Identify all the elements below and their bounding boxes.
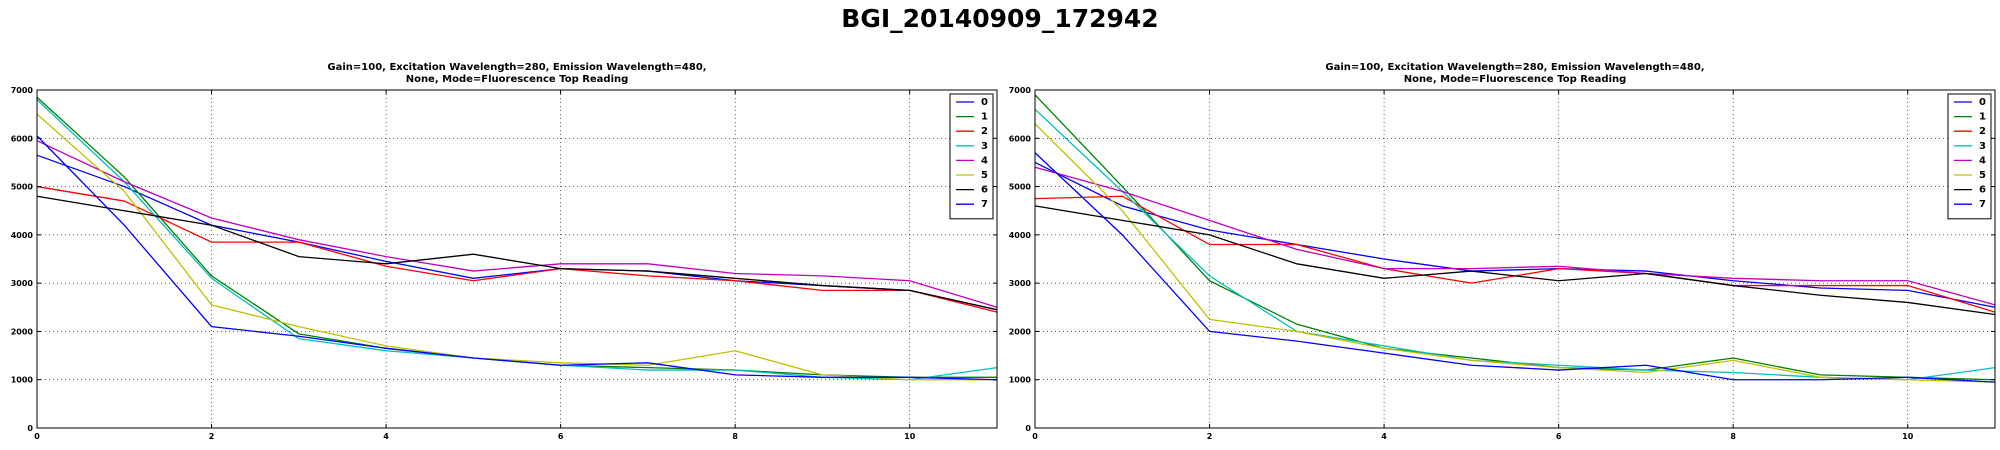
- series-line-6: [1034, 205, 1996, 316]
- y-tick-label: 1000: [1009, 376, 1032, 385]
- x-tick-label: 10: [1902, 432, 1914, 441]
- series-line-6: [36, 195, 998, 311]
- series-line-7: [36, 135, 998, 381]
- x-tick-label: 10: [904, 432, 916, 441]
- x-tick-label: 6: [1556, 432, 1562, 441]
- legend-label-0: 0: [981, 97, 988, 108]
- right-chart-title-line1: Gain=100, Excitation Wavelength=280, Emi…: [1325, 62, 1704, 73]
- legend-box: [1947, 93, 1992, 220]
- left-chart-lines: [36, 96, 998, 381]
- x-tick-label: 8: [732, 432, 738, 441]
- y-tick-label: 3000: [11, 279, 34, 288]
- legend-label-6: 6: [1979, 185, 1986, 196]
- right-chart-lines: [1034, 94, 1996, 383]
- x-tick-label: 6: [558, 432, 564, 441]
- y-tick-label: 0: [27, 424, 33, 433]
- x-tick-label: 4: [383, 432, 389, 441]
- left-chart: Gain=100, Excitation Wavelength=280, Emi…: [11, 62, 998, 441]
- x-tick-label: 0: [34, 432, 40, 441]
- legend-label-4: 4: [1979, 155, 1986, 166]
- x-tick-label: 8: [1730, 432, 1736, 441]
- series-line-0: [36, 154, 998, 311]
- x-tick-label: 0: [1032, 432, 1038, 441]
- legend-label-2: 2: [981, 126, 988, 137]
- legend-label-5: 5: [1979, 170, 1986, 181]
- series-line-1: [36, 96, 997, 378]
- right-chart-frame: [1034, 89, 1996, 429]
- x-tick-label: 2: [1207, 432, 1213, 441]
- series-line-2: [1034, 195, 1996, 313]
- legend-label-7: 7: [1979, 199, 1986, 210]
- y-tick-label: 1000: [11, 376, 34, 385]
- series-line-3: [36, 99, 998, 381]
- legend-box: [949, 93, 994, 220]
- legend-label-3: 3: [981, 141, 988, 152]
- y-tick-label: 7000: [11, 86, 34, 95]
- x-tick-label: 4: [1381, 432, 1387, 441]
- series-line-0: [1034, 161, 1996, 308]
- series-line-7: [1034, 152, 1996, 383]
- y-tick-label: 4000: [11, 231, 34, 240]
- legend-label-0: 0: [1979, 97, 1986, 108]
- y-tick-label: 2000: [1009, 327, 1032, 336]
- series-line-5: [1034, 123, 1996, 383]
- legend-label-1: 1: [981, 112, 988, 123]
- legend-label-7: 7: [981, 199, 988, 210]
- y-tick-label: 6000: [11, 134, 34, 143]
- right-chart-legend: 0 1 2 3 4 5 6 7: [1947, 93, 1992, 220]
- series-line-4: [1034, 166, 1996, 306]
- y-tick-label: 3000: [1009, 279, 1032, 288]
- y-tick-label: 0: [1025, 424, 1031, 433]
- y-tick-label: 4000: [1009, 231, 1032, 240]
- x-tick-label: 2: [209, 432, 215, 441]
- legend-label-5: 5: [981, 170, 988, 181]
- legend-label-4: 4: [981, 155, 988, 166]
- legend-label-3: 3: [1979, 141, 1986, 152]
- figure-title: BGI_20140909_172942: [841, 4, 1159, 33]
- left-chart-legend: 0 1 2 3 4 5 6 7: [949, 93, 994, 220]
- series-line-4: [36, 140, 998, 308]
- left-chart-frame: [36, 89, 998, 429]
- y-tick-label: 5000: [1009, 183, 1032, 192]
- left-chart-grid: [37, 90, 997, 428]
- series-line-2: [36, 185, 998, 313]
- y-tick-label: 5000: [11, 183, 34, 192]
- series-line-1: [1034, 94, 1996, 381]
- series-line-5: [36, 113, 997, 381]
- right-chart-grid: [1035, 90, 1995, 428]
- right-chart-title-line2: None, Mode=Fluorescence Top Reading: [1404, 74, 1627, 85]
- legend-label-1: 1: [1979, 112, 1986, 123]
- y-tick-label: 7000: [1009, 86, 1032, 95]
- legend-label-6: 6: [981, 185, 988, 196]
- y-tick-label: 2000: [11, 327, 34, 336]
- series-line-3: [1034, 108, 1996, 381]
- legend-label-2: 2: [1979, 126, 1986, 137]
- y-tick-label: 6000: [1009, 134, 1032, 143]
- left-chart-title-line2: None, Mode=Fluorescence Top Reading: [406, 74, 629, 85]
- right-chart: Gain=100, Excitation Wavelength=280, Emi…: [1009, 62, 1996, 441]
- left-chart-title-line1: Gain=100, Excitation Wavelength=280, Emi…: [327, 62, 706, 73]
